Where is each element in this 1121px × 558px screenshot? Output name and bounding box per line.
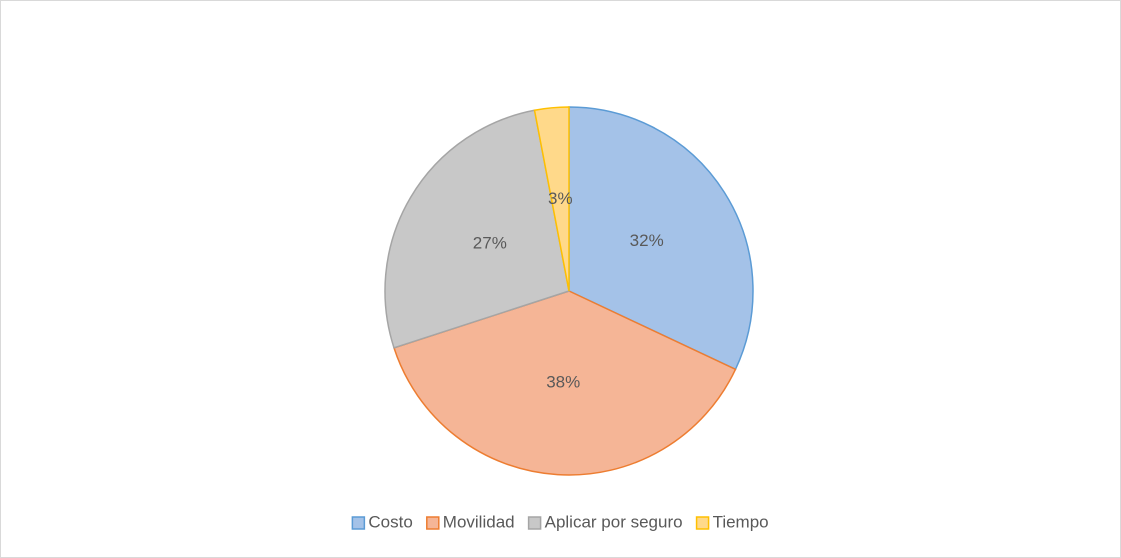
legend-label: Movilidad	[443, 512, 515, 531]
data-label: 38%	[546, 372, 580, 391]
legend: Costo Movilidad Aplicar por seguro Tiempo	[351, 512, 769, 531]
legend-swatch	[695, 516, 710, 530]
legend-swatch	[351, 516, 366, 530]
pie-slice	[384, 109, 570, 349]
legend-swatch	[527, 516, 542, 530]
data-label: 3%	[548, 189, 573, 208]
legend-label: Tiempo	[713, 512, 769, 531]
data-label: 32%	[630, 231, 664, 250]
data-label: 27%	[473, 234, 507, 253]
pie-slice	[568, 106, 754, 371]
legend-label: Costo	[368, 512, 412, 531]
pie-slice	[533, 106, 570, 292]
pie-slice	[393, 290, 737, 476]
legend-swatch	[426, 516, 440, 530]
legend-label: Aplicar por seguro	[545, 512, 683, 531]
